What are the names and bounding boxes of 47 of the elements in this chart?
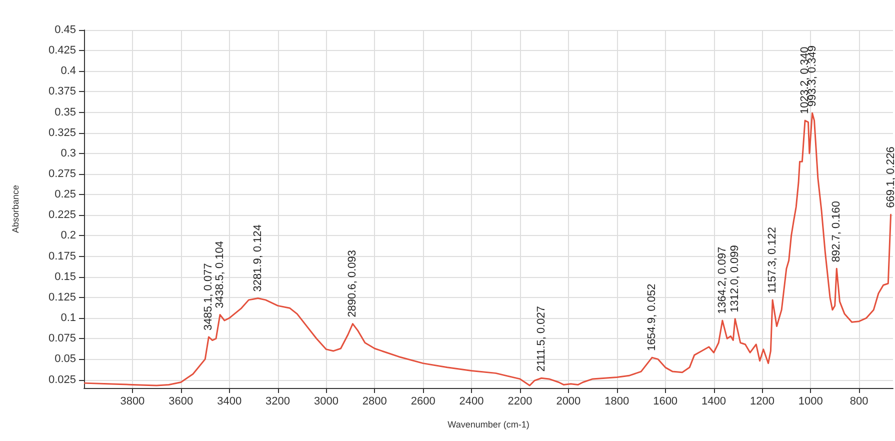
annotation: 2111.5, 0.027 bbox=[535, 306, 548, 372]
x-tick-label: 800 bbox=[850, 396, 868, 408]
x-tick-label: 3200 bbox=[266, 396, 290, 408]
annotation: 3438.5, 0.104 bbox=[214, 240, 226, 308]
y-tick-label: 0.35 bbox=[54, 106, 76, 118]
y-axis-title: Absorbance bbox=[10, 184, 20, 234]
x-tick-label: 3400 bbox=[217, 396, 242, 408]
x-tick-label: 3800 bbox=[120, 396, 145, 408]
y-tick-label: 0.175 bbox=[48, 250, 76, 262]
annotation: 1654.9, 0.052 bbox=[646, 284, 658, 352]
x-tick-label: 1000 bbox=[798, 396, 823, 408]
y-tick-label: 0.15 bbox=[54, 270, 76, 283]
y-tick-label: 0.125 bbox=[48, 291, 76, 304]
y-tick-label: 0.25 bbox=[54, 188, 76, 201]
y-tick-label: 0.4 bbox=[60, 65, 76, 78]
y-tick-label: 0.1 bbox=[60, 312, 76, 324]
y-tick-label: 0.025 bbox=[48, 374, 76, 386]
annotation: 3281.9, 0.124 bbox=[252, 224, 264, 292]
y-tick-label: 0.425 bbox=[48, 44, 76, 57]
annotation: 1157.3, 0.122 bbox=[766, 226, 779, 294]
annotation: 669.1, 0.226 bbox=[884, 146, 895, 208]
x-tick-label: 3000 bbox=[314, 396, 338, 408]
y-tick-label: 0.05 bbox=[54, 353, 76, 366]
y-tick-label: 0.275 bbox=[48, 168, 76, 180]
annotation: 1364.2, 0.097 bbox=[716, 246, 728, 314]
y-tick-label: 0.375 bbox=[48, 86, 76, 98]
annotation: 892.7, 0.160 bbox=[830, 200, 843, 262]
x-tick-label: 1200 bbox=[750, 396, 774, 408]
annotation: 3485.1, 0.077 bbox=[202, 263, 215, 330]
y-tick-label: 0.325 bbox=[48, 126, 76, 139]
x-tick-label: 2400 bbox=[459, 396, 484, 408]
y-tick-label: 0.3 bbox=[60, 147, 76, 160]
x-tick-label: 2200 bbox=[508, 396, 532, 408]
x-axis-title: Wavenumber (cm-1) bbox=[448, 420, 530, 430]
x-tick-label: 1400 bbox=[702, 396, 726, 408]
x-tick-label: 2000 bbox=[556, 396, 581, 408]
y-tick-label: 0.225 bbox=[48, 209, 76, 222]
annotation: 2890.6, 0.093 bbox=[346, 250, 359, 318]
y-tick-label: 0.2 bbox=[60, 230, 76, 242]
x-tick-label: 3600 bbox=[168, 396, 194, 408]
y-tick-label: 0.075 bbox=[48, 332, 76, 345]
x-tick-label: 2600 bbox=[410, 396, 436, 408]
annotation: 1312.0, 0.099 bbox=[729, 245, 742, 312]
y-tick-label: 0.45 bbox=[54, 24, 76, 36]
x-tick-label: 1800 bbox=[604, 396, 630, 408]
x-tick-label: 2800 bbox=[362, 396, 387, 408]
x-tick-label: 1600 bbox=[653, 396, 678, 408]
